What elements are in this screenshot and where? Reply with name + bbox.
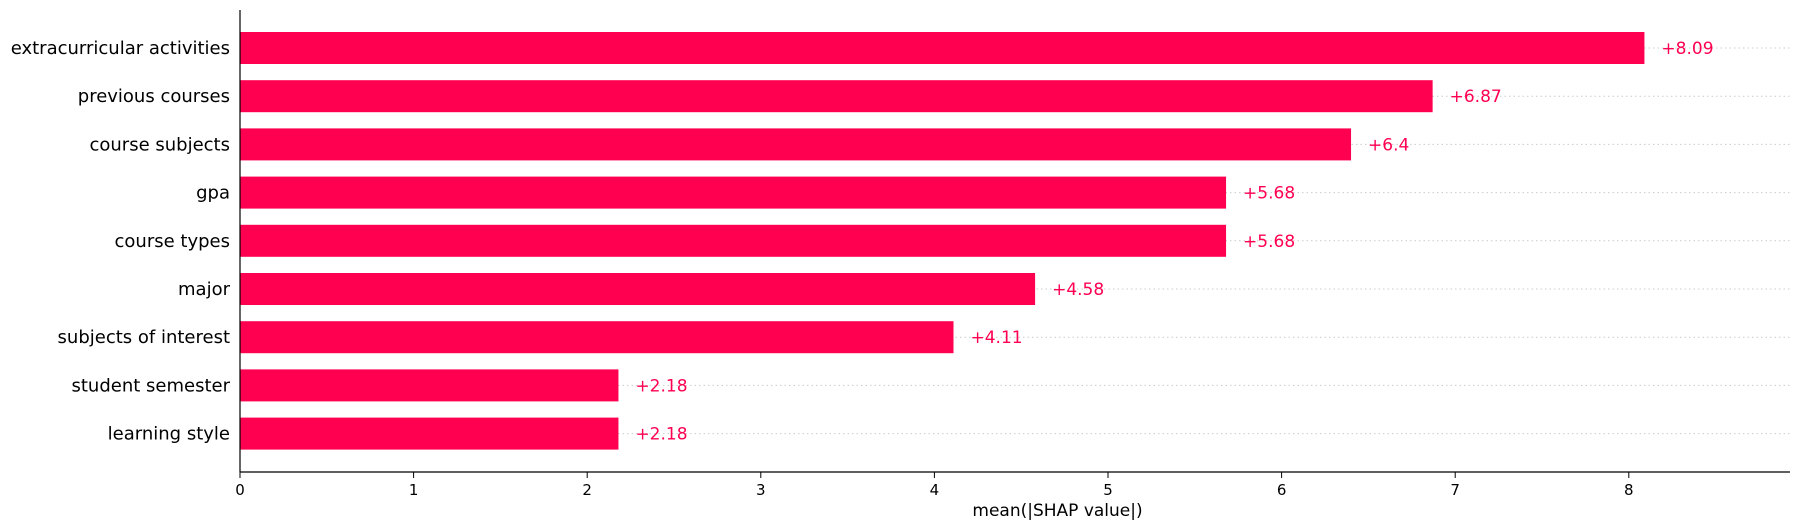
- axes: [239, 10, 1790, 473]
- value-label: +5.68: [1243, 232, 1295, 252]
- x-tick-label: 2: [582, 481, 592, 499]
- value-label: +4.11: [970, 328, 1022, 348]
- x-tick-label: 6: [1277, 481, 1287, 499]
- x-tick-label: 3: [756, 481, 766, 499]
- category-label: subjects of interest: [58, 327, 230, 348]
- value-label: +8.09: [1661, 39, 1713, 59]
- x-tick-label: 5: [1103, 481, 1113, 499]
- bar: [240, 176, 1227, 209]
- x-tick-label: 7: [1450, 481, 1460, 499]
- x-tick-label: 4: [930, 481, 940, 499]
- category-label: learning style: [108, 424, 230, 445]
- value-label: +5.68: [1243, 184, 1295, 204]
- x-axis-title: mean(|SHAP value|): [972, 501, 1142, 521]
- value-label: +2.18: [635, 376, 687, 396]
- category-label: gpa: [196, 183, 230, 204]
- bar: [240, 80, 1433, 113]
- x-tick-label: 1: [409, 481, 419, 499]
- value-label: +6.4: [1368, 135, 1409, 155]
- category-label: extracurricular activities: [11, 38, 230, 59]
- bar: [240, 128, 1352, 161]
- category-label: course types: [115, 231, 230, 252]
- category-label: course subjects: [89, 134, 230, 155]
- category-label: student semester: [71, 375, 230, 396]
- labels: extracurricular activities +8.09 previous …: [11, 38, 1714, 499]
- category-label: major: [178, 279, 231, 300]
- bars: [240, 32, 1645, 450]
- value-label: +4.58: [1052, 280, 1104, 300]
- bar: [240, 224, 1227, 257]
- bar: [240, 417, 619, 450]
- x-tick-label: 8: [1624, 481, 1634, 499]
- bar: [240, 369, 619, 402]
- bar: [240, 32, 1645, 64]
- bar: [240, 273, 1036, 305]
- value-label: +6.87: [1450, 87, 1502, 107]
- bar: [240, 321, 954, 354]
- x-tick-label: 0: [235, 481, 245, 499]
- value-label: +2.18: [635, 425, 687, 445]
- category-label: previous courses: [78, 86, 230, 107]
